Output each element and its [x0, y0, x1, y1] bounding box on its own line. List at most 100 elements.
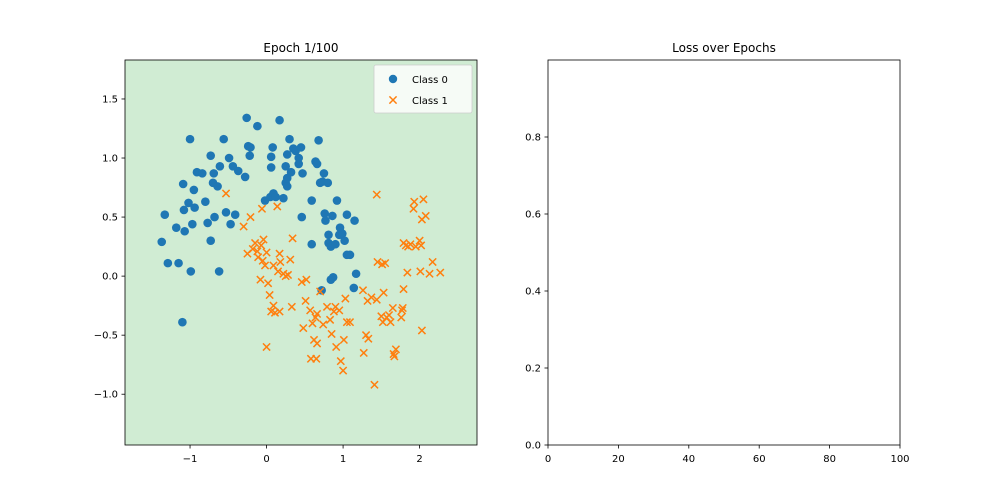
- class-1-point: [312, 339, 322, 348]
- class-1-point: [379, 288, 388, 297]
- class-1-point: [308, 319, 317, 328]
- class-1-point: [415, 236, 424, 245]
- scatter-title: Epoch 1/100: [263, 41, 338, 55]
- class-1-point: [342, 318, 352, 327]
- class-0-point: [219, 134, 229, 144]
- class-0-point: [323, 178, 333, 188]
- class-0-point: [271, 192, 281, 202]
- class-0-point: [297, 212, 307, 222]
- class-0-point: [160, 210, 170, 220]
- class-0-point: [319, 169, 329, 178]
- class-1-point: [258, 256, 267, 265]
- class-0-point: [350, 216, 359, 225]
- class-0-point: [242, 113, 251, 123]
- class-1-point: [275, 307, 284, 316]
- class-1-point: [391, 345, 401, 354]
- class-0-point: [186, 267, 196, 276]
- loss-y-tick-label: 0.8: [525, 133, 541, 144]
- class-1-point: [286, 255, 295, 264]
- class-0-point: [188, 219, 197, 229]
- class-0-point: [174, 258, 183, 268]
- class-1-point: [372, 295, 381, 304]
- loss-x-tick-label: 80: [823, 454, 836, 465]
- class-1-point: [269, 261, 278, 270]
- class-1-point: [257, 204, 267, 213]
- class-1-point: [364, 334, 373, 343]
- class-0-point: [282, 150, 292, 159]
- class-1-point: [239, 222, 248, 231]
- scatter-y-tick-label: 0.0: [102, 272, 118, 283]
- class-0-point: [328, 273, 338, 282]
- class-1-point: [417, 326, 427, 335]
- class-1-point: [397, 313, 406, 322]
- class-0-point: [233, 166, 243, 176]
- class-0-point: [340, 236, 349, 245]
- class-1-point: [281, 271, 290, 281]
- scatter-x-tick-label: 0: [263, 454, 269, 465]
- class-1-point: [386, 318, 395, 327]
- class-0-point: [226, 219, 235, 229]
- class-0-point: [320, 209, 330, 218]
- class-0-point: [268, 143, 277, 152]
- loss-x-tick-label: 0: [545, 454, 551, 465]
- class-0-point: [286, 167, 296, 177]
- scatter-panel: −1 0 1 2 −1.0 −0.5 0.0 0.5 1.0 1.5 Epoch 1/100 Cl…: [94, 41, 478, 465]
- legend-class-0-label: Class 0: [412, 75, 448, 86]
- class-0-point: [221, 208, 231, 217]
- class-1-point: [358, 286, 368, 295]
- class-0-point: [345, 250, 355, 260]
- class-1-point: [275, 249, 284, 258]
- class-0-point: [157, 237, 167, 247]
- class-1-point: [256, 275, 265, 284]
- class-1-point: [312, 354, 321, 363]
- class-1-point: [421, 211, 430, 221]
- scatter-y-tick-label: 0.5: [102, 213, 118, 224]
- class-1-point: [302, 275, 311, 284]
- class-1-point: [417, 241, 426, 250]
- class-1-point: [265, 290, 274, 300]
- class-0-point: [275, 115, 284, 125]
- scatter-y-tick-label: 1.0: [102, 154, 118, 165]
- class-1-point: [339, 335, 348, 345]
- class-0-point: [338, 229, 347, 238]
- scatter-plot-frame: [124, 59, 478, 446]
- loss-panel: 0 20 40 60 80 100 0.0 0.2 0.4 0.6 0.8 Loss over Ep…: [525, 41, 909, 465]
- class-1-point: [370, 380, 379, 389]
- class-1-point: [322, 302, 332, 311]
- class-1-point: [299, 323, 308, 333]
- class-1-point: [403, 268, 412, 277]
- class-0-point: [201, 197, 210, 207]
- class-1-point: [301, 296, 310, 306]
- scatter-x-tick-label: −1: [183, 454, 198, 465]
- class-1-point: [257, 241, 266, 250]
- class-1-point: [416, 267, 425, 276]
- class-0-point: [351, 269, 361, 279]
- class-0-point: [206, 151, 216, 160]
- decision-region-background: [125, 60, 477, 445]
- class-0-point: [342, 210, 352, 220]
- loss-title: Loss over Epochs: [672, 41, 776, 55]
- class-1-point: [262, 342, 271, 352]
- class-0-point: [332, 196, 342, 205]
- class-0-point: [349, 283, 359, 293]
- class-1-point: [276, 257, 285, 267]
- class-0-point: [178, 317, 187, 327]
- loss-x-tick-label: 60: [753, 454, 766, 465]
- class-0-point: [314, 136, 323, 145]
- class-1-point: [312, 309, 322, 319]
- class-1-point: [325, 315, 335, 324]
- class-1-point: [345, 318, 355, 327]
- class-1-point: [319, 320, 328, 329]
- loss-y-tick-label: 0.6: [525, 210, 541, 221]
- class-1-point: [336, 357, 345, 366]
- scatter-legend: Class 0 Class 1: [373, 64, 473, 114]
- class-1-point: [338, 366, 348, 375]
- class-1-point: [248, 244, 257, 254]
- class-0-point: [230, 210, 240, 220]
- class-1-point: [335, 306, 344, 315]
- class-1-point: [367, 293, 376, 302]
- class-0-point: [171, 223, 181, 232]
- scatter-x-tick-label: 1: [340, 454, 346, 465]
- class-1-point: [406, 240, 415, 249]
- class-0-point: [213, 182, 222, 191]
